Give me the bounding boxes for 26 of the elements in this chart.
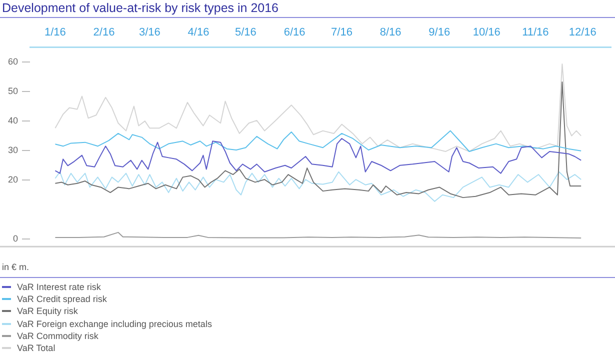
x-tick-label: 9/16 bbox=[428, 26, 450, 39]
text: in € m. bbox=[2, 262, 30, 272]
x-tick-label: 3/16 bbox=[138, 26, 160, 39]
y-tick-label: 30 bbox=[8, 145, 18, 156]
y-tick-label: 60 bbox=[8, 56, 18, 66]
legend-label: VaR Commodity risk bbox=[17, 330, 98, 341]
y-tick-label: 0 bbox=[12, 234, 18, 244]
x-tick-label: 1/16 bbox=[44, 26, 66, 39]
x-tick-label: 7/16 bbox=[331, 26, 352, 39]
x-tick-label: 6/16 bbox=[284, 26, 306, 39]
x-tick-label: 5/16 bbox=[235, 26, 256, 39]
chart-title: Development of value-at-risk by risk types in 2016 bbox=[0, 0, 615, 18]
y-tick-label: 50 bbox=[8, 86, 18, 96]
x-tick-label: 12/16 bbox=[568, 26, 596, 39]
y-tick-label: 20 bbox=[8, 174, 18, 185]
x-tick-label: 11/16 bbox=[522, 26, 549, 39]
x-tick-label: 4/16 bbox=[188, 26, 210, 39]
y-tick-label: 40 bbox=[8, 116, 18, 126]
x-tick-label: 10/16 bbox=[472, 26, 500, 39]
legend-label: VaR Foreign exchange including precious metals bbox=[17, 318, 212, 329]
legend-label: VaR Credit spread risk bbox=[17, 294, 107, 304]
legend-label: VaR Interest rate risk bbox=[17, 282, 101, 292]
legend-label: VaR Equity risk bbox=[17, 306, 78, 316]
x-tick-label: 2/16 bbox=[93, 26, 115, 39]
x-tick-label: 8/16 bbox=[380, 26, 402, 39]
legend-label: VaR Total bbox=[17, 343, 56, 354]
